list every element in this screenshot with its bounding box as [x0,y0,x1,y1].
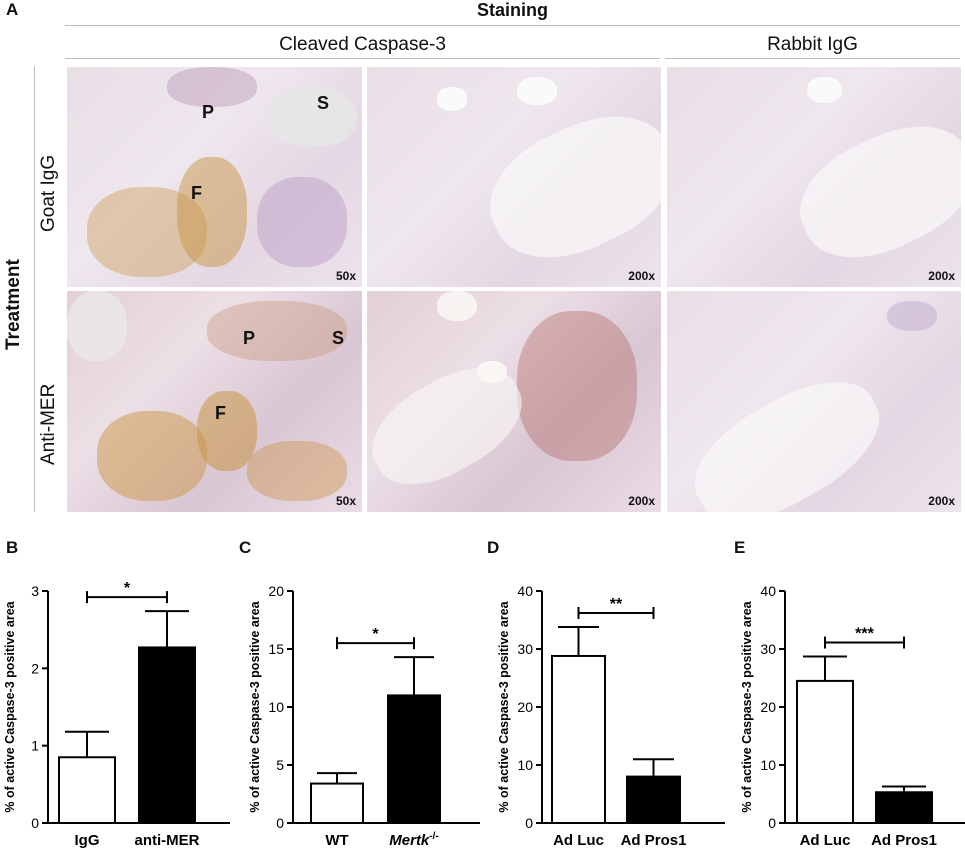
staining-header: Staining [477,0,548,20]
micrograph-goat-caspase-50x: P S F 50x [67,67,362,287]
treatment-rule [34,66,35,512]
micrograph-goat-rabbit-200x: 200x [667,67,961,287]
col-rule-left [65,58,660,59]
bar [138,646,196,824]
panel-letter-d: D [487,538,500,557]
micrograph-antimer-caspase-50x: P S F 50x [67,291,362,512]
significance-label: * [372,626,379,643]
bar [387,694,441,825]
x-tick-label: Ad Luc [800,832,851,849]
y-tick-label: 20 [268,583,284,599]
magnification-label: 200x [928,494,955,508]
x-tick-label: Ad Pros1 [871,832,937,849]
micrograph-antimer-caspase-200x: 200x [367,291,661,512]
y-axis-label: % of active Caspase-3 positive area [497,600,511,812]
significance-label: *** [855,626,874,643]
bar [626,775,681,824]
tile-label-f: F [215,403,226,423]
y-tick-label: 40 [760,583,776,599]
magnification-label: 200x [928,269,955,283]
tile-label-f: F [191,183,202,203]
bar [796,679,854,825]
y-tick-label: 0 [276,815,284,831]
x-tick-label: anti-MER [135,832,200,849]
panel-letter-b: B [6,538,19,557]
col-header-cleaved-caspase: Cleaved Caspase-3 [279,34,446,55]
bar [310,782,364,824]
y-axis-label: % of active Caspase-3 positive area [3,600,17,812]
magnification-label: 200x [628,494,655,508]
x-tick-label: Ad Luc [553,832,604,849]
significance-label: * [124,580,131,597]
y-tick-label: 0 [31,815,39,831]
bar [58,756,116,824]
y-tick-label: 20 [517,699,533,715]
tile-label-p: P [243,328,256,348]
panel-letter-a: A [6,0,19,19]
x-tick-label: IgG [75,832,100,849]
bar [551,654,606,825]
tile-label-s: S [317,93,330,113]
magnification-label: 50x [335,494,356,508]
x-tick-label: Ad Pros1 [621,832,687,849]
y-tick-label: 20 [760,699,776,715]
col-header-rabbit-igg: Rabbit IgG [767,34,858,55]
y-tick-label: 10 [268,699,284,715]
tile-label-p: P [202,102,215,122]
magnification-label: 200x [628,269,655,283]
panel-letter-e: E [734,538,746,557]
staining-rule [65,25,960,26]
y-axis-label: % of active Caspase-3 positive area [248,600,262,812]
y-tick-label: 30 [760,641,776,657]
col-rule-right [665,58,960,59]
y-tick-label: 1 [31,738,39,754]
x-tick-label: WT [325,832,348,849]
significance-label: ** [610,596,623,613]
y-axis-label: % of active Caspase-3 positive area [740,600,754,812]
y-tick-label: 10 [760,757,776,773]
x-tick-label: Mertk-/- [389,831,438,849]
y-tick-label: 0 [768,815,776,831]
y-tick-label: 10 [517,757,533,773]
y-tick-label: 2 [31,660,39,676]
magnification-label: 50x [335,269,356,283]
y-tick-label: 15 [268,641,284,657]
tile-label-s: S [332,328,345,348]
micrograph-antimer-rabbit-200x: 200x [667,291,961,512]
bar [875,791,933,825]
y-tick-label: 40 [517,583,533,599]
y-tick-label: 30 [517,641,533,657]
y-tick-label: 3 [31,583,39,599]
panel-letter-c: C [239,538,252,557]
y-tick-label: 5 [276,757,284,773]
y-tick-label: 0 [525,815,533,831]
micrograph-goat-caspase-200x: 200x [367,67,661,287]
